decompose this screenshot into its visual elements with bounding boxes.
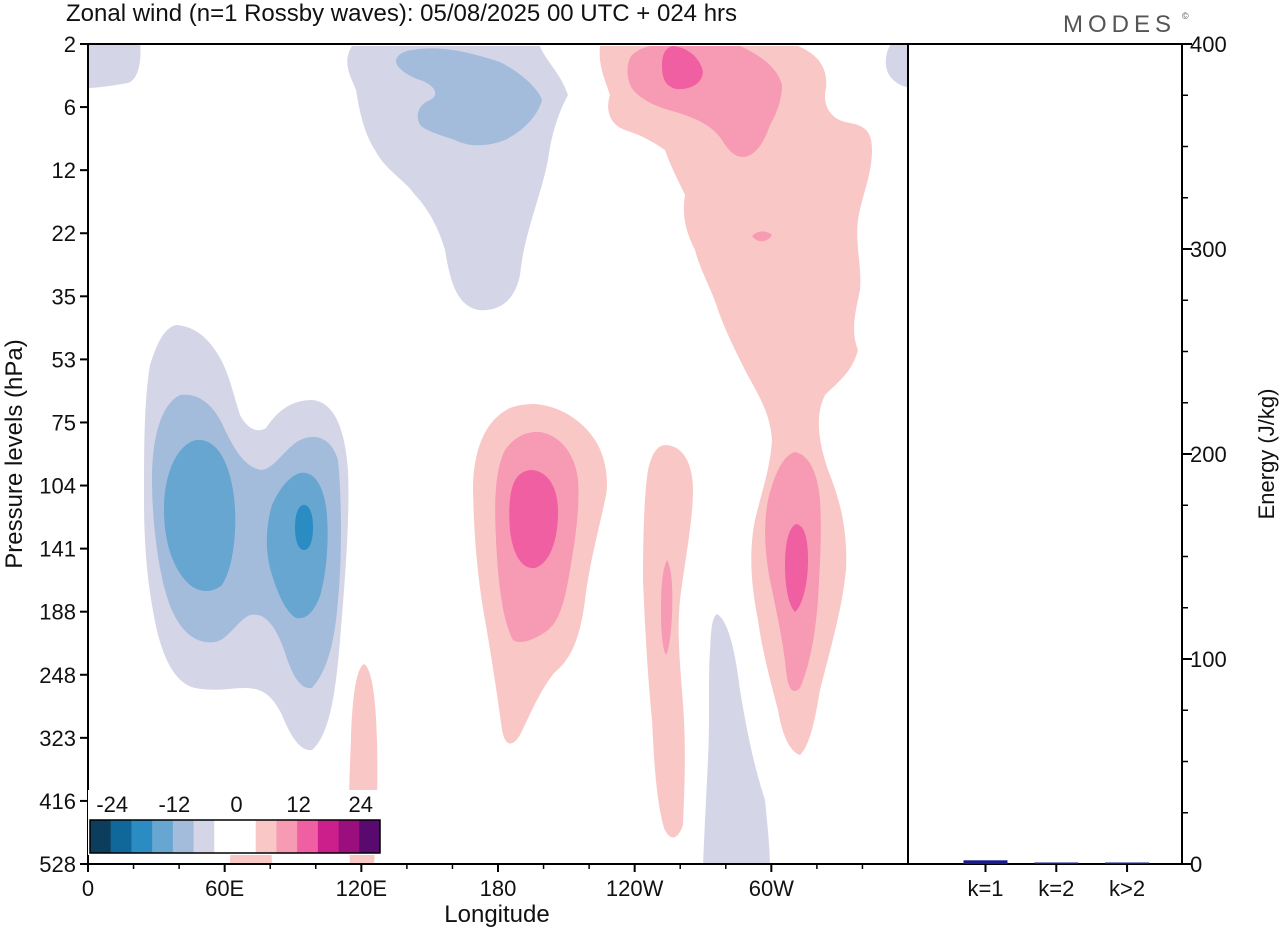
contour-pos-upper-core [662, 46, 703, 90]
contour-neg-right-inner [266, 472, 328, 619]
contour-neg-corner-right [885, 44, 908, 88]
colorbar-swatch [131, 820, 153, 853]
pressure-tick-label: 104 [39, 474, 76, 499]
modes-logo-mark: © [1182, 11, 1189, 21]
contour-pos-mid-core [509, 470, 558, 569]
pressure-tick-label: 22 [52, 221, 76, 246]
colorbar-swatch [152, 820, 174, 853]
energy-bar [1105, 862, 1150, 864]
pressure-tick-label: 53 [52, 347, 76, 372]
colorbar-swatch [338, 820, 360, 853]
colorbar-swatch [214, 820, 236, 853]
longitude-tick-label: 120W [606, 876, 664, 901]
energy-bar [963, 860, 1008, 864]
colorbar-swatch [276, 820, 298, 853]
contour-pos-speck [752, 231, 772, 242]
longitude-tick-label: 60W [749, 876, 794, 901]
contour-pos-narrow-core [661, 560, 673, 655]
pressure-tick-label: 528 [39, 852, 76, 877]
longitude-axis: 0 60E 120E 180 120W 60W [82, 864, 864, 901]
pressure-tick-label: 188 [39, 600, 76, 625]
pressure-tick-label: 416 [39, 789, 76, 814]
colorbar-tick-label: 12 [286, 792, 310, 817]
energy-category-label: k=2 [1038, 876, 1074, 901]
y-axis-label: Pressure levels (hPa) [1, 339, 28, 568]
longitude-tick-label: 0 [82, 876, 94, 901]
contour-pos-right-core [785, 524, 808, 612]
longitude-tick-label: 180 [480, 876, 517, 901]
pressure-tick-label: 75 [52, 410, 76, 435]
colorbar-swatch [193, 820, 215, 853]
colorbar-tick-label: 0 [230, 792, 242, 817]
contour-field [88, 44, 908, 864]
colorbar: -24 -12 0 12 24 [88, 790, 382, 855]
pressure-tick-label: 248 [39, 663, 76, 688]
longitude-tick-label: 60E [205, 876, 244, 901]
colorbar-tick-label: -24 [96, 792, 128, 817]
pressure-tick-label: 35 [52, 284, 76, 309]
pressure-axis: 2 6 12 22 35 53 75 104 141 188 248 323 416 528 [39, 32, 88, 877]
figure-title: Zonal wind (n=1 Rossby waves): 05/08/202… [66, 0, 737, 27]
contour-neg-lower [703, 614, 770, 864]
contour-neg-upper-mid [395, 48, 542, 146]
colorbar-swatch [235, 820, 257, 853]
colorbar-tick-label: 24 [349, 792, 373, 817]
energy-tick-label: 200 [1190, 442, 1227, 467]
pressure-tick-label: 323 [39, 726, 76, 751]
pressure-tick-label: 6 [64, 95, 76, 120]
energy-tick-label: 0 [1190, 852, 1202, 877]
energy-tick-label: 400 [1190, 32, 1227, 57]
energy-bar-chart: 0 100 200 300 400 k=1 k=2 k>2 [908, 32, 1227, 901]
contour-neg-core [295, 505, 313, 550]
pressure-tick-label: 141 [39, 537, 76, 562]
colorbar-swatch [317, 820, 340, 853]
energy-axis-label: Energy (J/kg) [1254, 389, 1279, 520]
colorbar-swatch [255, 820, 277, 853]
modes-logo: MODES [1063, 11, 1176, 38]
energy-bar [1034, 862, 1079, 864]
contour-neg-left-inner [164, 439, 236, 592]
colorbar-swatch [110, 820, 132, 853]
pressure-tick-label: 12 [52, 158, 76, 183]
colorbar-tick-label: -12 [158, 792, 190, 817]
colorbar-frame [89, 819, 381, 854]
colorbar-swatch [172, 820, 195, 853]
colorbar-swatch [90, 820, 112, 853]
energy-tick-label: 100 [1190, 647, 1227, 672]
colorbar-swatch [297, 820, 319, 853]
colorbar-swatch [359, 820, 381, 853]
x-axis-label: Longitude [444, 901, 549, 928]
energy-tick-label: 300 [1190, 237, 1227, 262]
energy-category-label: k>2 [1109, 876, 1145, 901]
contour-neg-corner-left [88, 44, 141, 88]
energy-category-label: k=1 [967, 876, 1003, 901]
longitude-tick-label: 120E [336, 876, 387, 901]
pressure-tick-label: 2 [64, 32, 76, 57]
